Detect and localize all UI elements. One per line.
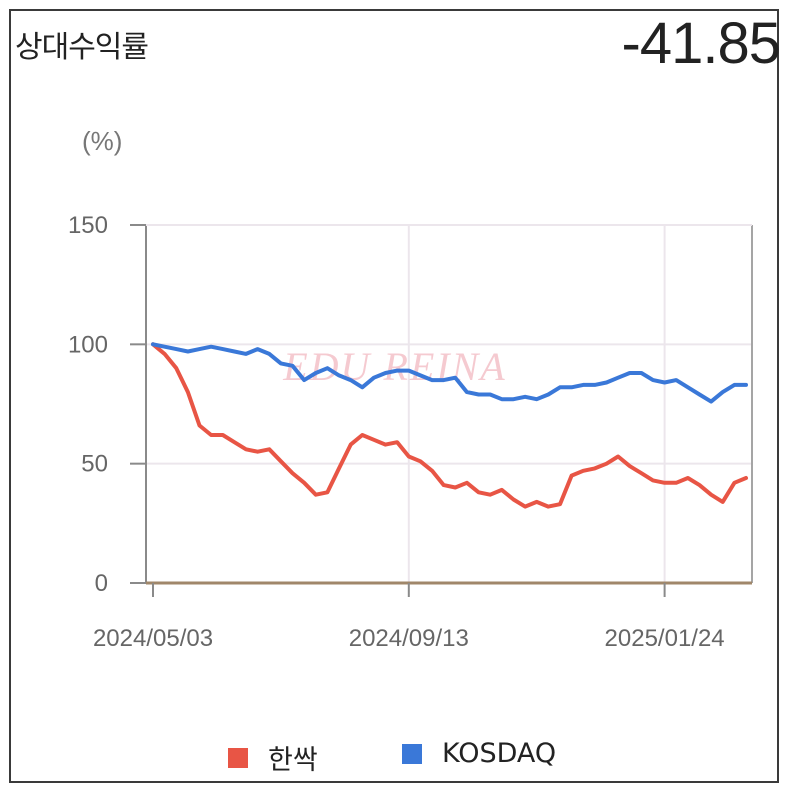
y-tick-label: 50: [81, 451, 108, 478]
legend-label-kosdaq: KOSDAQ: [442, 738, 557, 769]
series-line-kosdaq: [151, 342, 748, 404]
series-line-stock: [151, 342, 748, 509]
legend-label-stock: 한싹: [268, 745, 318, 776]
current-value: -41.85: [621, 11, 781, 76]
legend: 한싹 KOSDAQ: [0, 738, 790, 778]
y-tick-label: 150: [68, 212, 108, 239]
chart-heading: 상대수익률: [15, 30, 149, 65]
y-tick-label: 0: [95, 570, 108, 597]
x-tick-label: 2025/01/24: [605, 625, 725, 652]
legend-item-kosdaq[interactable]: KOSDAQ: [402, 738, 556, 769]
x-tick-label: 2024/05/03: [93, 625, 213, 652]
chart-frame: [9, 9, 779, 783]
line-chart: 0 50 100 150 EDU REINA 2024/05/03 2024/09/13 20…: [68, 212, 753, 652]
legend-swatch-kosdaq: [402, 743, 422, 764]
y-axis-unit: (%): [82, 126, 123, 156]
watermark-text: EDU REINA: [282, 344, 507, 389]
y-tick-label: 100: [68, 331, 108, 358]
x-tick-label: 2024/09/13: [349, 625, 469, 652]
legend-swatch-stock: [228, 747, 248, 768]
legend-item-stock[interactable]: 한싹: [228, 738, 318, 777]
